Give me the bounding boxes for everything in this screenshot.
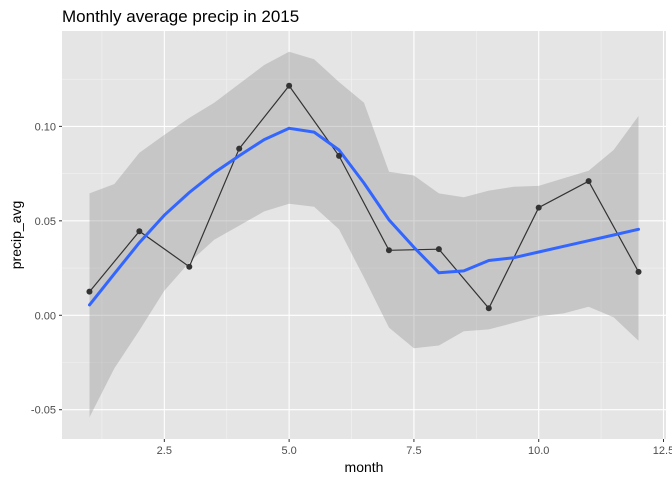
data-point bbox=[635, 268, 642, 275]
data-point bbox=[535, 204, 542, 211]
data-point bbox=[286, 82, 293, 89]
points-layer bbox=[86, 82, 642, 312]
y-axis-title: precip_avg bbox=[8, 201, 24, 270]
data-point bbox=[236, 145, 243, 152]
data-point bbox=[385, 247, 392, 254]
x-tick-label: 7.5 bbox=[406, 445, 421, 457]
x-tick-label: 12.5 bbox=[653, 445, 672, 457]
observed-line bbox=[89, 84, 640, 310]
minor-grid bbox=[62, 31, 666, 439]
y-axis: -0.05 0.00 0.05 0.10 bbox=[31, 121, 62, 417]
data-point bbox=[186, 263, 193, 270]
data-point bbox=[585, 178, 592, 185]
y-tick-label: -0.05 bbox=[31, 405, 56, 417]
y-tick-label: 0.05 bbox=[35, 216, 56, 228]
data-point bbox=[336, 152, 343, 159]
x-axis-title: month bbox=[345, 459, 384, 475]
x-tick-label: 2.5 bbox=[157, 445, 172, 457]
confidence-ribbon bbox=[89, 51, 639, 418]
y-tick-label: 0.10 bbox=[35, 121, 56, 133]
confidence-band bbox=[89, 51, 639, 418]
smooth-line bbox=[88, 126, 640, 307]
x-tick-label: 10.0 bbox=[528, 445, 549, 457]
x-tick-label: 5.0 bbox=[281, 445, 296, 457]
data-point bbox=[435, 246, 442, 253]
y-tick-label: 0.00 bbox=[35, 310, 56, 322]
series-layer bbox=[88, 84, 640, 310]
major-grid bbox=[62, 31, 666, 439]
x-axis: 2.5 5.0 7.5 10.0 12.5 bbox=[157, 439, 672, 457]
plot-panel bbox=[62, 31, 666, 439]
data-point bbox=[485, 305, 492, 312]
data-point bbox=[136, 228, 143, 235]
data-point bbox=[86, 288, 93, 295]
chart-title: Monthly average precip in 2015 bbox=[62, 7, 299, 26]
